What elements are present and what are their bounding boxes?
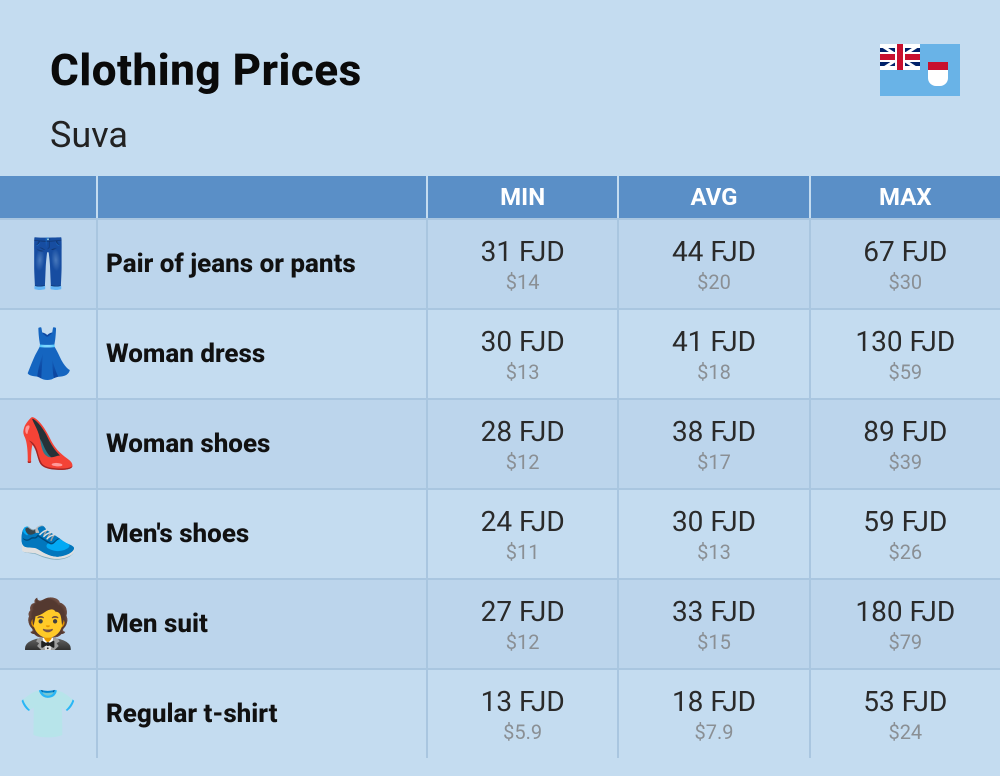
price-fjd: 53 FJD bbox=[863, 685, 947, 718]
jeans-icon: 👖 bbox=[18, 240, 78, 288]
row-label: Men suit bbox=[98, 580, 428, 668]
row-icon-cell: 👕 bbox=[0, 670, 98, 758]
price-fjd: 44 FJD bbox=[672, 235, 756, 268]
price-cell-max: 67 FJD$30 bbox=[811, 220, 1000, 308]
price-cell-min: 31 FJD$14 bbox=[428, 220, 619, 308]
price-usd: $18 bbox=[672, 360, 756, 384]
price-fjd: 38 FJD bbox=[672, 415, 756, 448]
table-row: 👖Pair of jeans or pants31 FJD$1444 FJD$2… bbox=[0, 218, 1000, 308]
row-icon-cell: 🤵 bbox=[0, 580, 98, 668]
price-fjd: 33 FJD bbox=[672, 595, 756, 628]
price-fjd: 67 FJD bbox=[863, 235, 947, 268]
col-header-min: MIN bbox=[428, 176, 619, 218]
price-cell-min: 30 FJD$13 bbox=[428, 310, 619, 398]
price-cell-avg: 33 FJD$15 bbox=[619, 580, 810, 668]
price-fjd: 130 FJD bbox=[855, 325, 955, 358]
heel-icon: 👠 bbox=[18, 420, 78, 468]
price-cell-avg: 38 FJD$17 bbox=[619, 400, 810, 488]
tshirt-icon: 👕 bbox=[18, 690, 78, 738]
price-usd: $79 bbox=[855, 630, 955, 654]
col-header-item bbox=[98, 176, 428, 218]
price-usd: $24 bbox=[863, 720, 947, 744]
price-fjd: 41 FJD bbox=[672, 325, 756, 358]
dress-icon: 👗 bbox=[18, 330, 78, 378]
price-usd: $14 bbox=[481, 270, 565, 294]
row-icon-cell: 👟 bbox=[0, 490, 98, 578]
header: Clothing Prices Suva bbox=[0, 0, 1000, 176]
price-cell-avg: 30 FJD$13 bbox=[619, 490, 810, 578]
table-body: 👖Pair of jeans or pants31 FJD$1444 FJD$2… bbox=[0, 218, 1000, 758]
price-usd: $59 bbox=[855, 360, 955, 384]
price-fjd: 30 FJD bbox=[481, 325, 565, 358]
price-cell-min: 24 FJD$11 bbox=[428, 490, 619, 578]
price-usd: $26 bbox=[863, 540, 947, 564]
price-fjd: 89 FJD bbox=[863, 415, 947, 448]
price-fjd: 27 FJD bbox=[481, 595, 565, 628]
sneaker-icon: 👟 bbox=[18, 510, 78, 558]
price-usd: $13 bbox=[481, 360, 565, 384]
price-fjd: 24 FJD bbox=[481, 505, 565, 538]
table-row: 👟Men's shoes24 FJD$1130 FJD$1359 FJD$26 bbox=[0, 488, 1000, 578]
row-label: Men's shoes bbox=[98, 490, 428, 578]
price-cell-min: 13 FJD$5.9 bbox=[428, 670, 619, 758]
price-fjd: 13 FJD bbox=[481, 685, 565, 718]
fiji-flag-icon bbox=[880, 44, 960, 96]
price-cell-avg: 41 FJD$18 bbox=[619, 310, 810, 398]
price-usd: $17 bbox=[672, 450, 756, 474]
price-cell-max: 59 FJD$26 bbox=[811, 490, 1000, 578]
price-usd: $7.9 bbox=[672, 720, 756, 744]
price-usd: $11 bbox=[481, 540, 565, 564]
col-header-icon bbox=[0, 176, 98, 218]
price-usd: $39 bbox=[863, 450, 947, 474]
price-usd: $12 bbox=[481, 450, 565, 474]
price-fjd: 28 FJD bbox=[481, 415, 565, 448]
row-icon-cell: 👖 bbox=[0, 220, 98, 308]
page-subtitle: Suva bbox=[50, 114, 950, 156]
page-title: Clothing Prices bbox=[50, 44, 950, 96]
price-usd: $15 bbox=[672, 630, 756, 654]
row-icon-cell: 👠 bbox=[0, 400, 98, 488]
row-label: Regular t-shirt bbox=[98, 670, 428, 758]
price-cell-max: 130 FJD$59 bbox=[811, 310, 1000, 398]
suit-icon: 🤵 bbox=[18, 600, 78, 648]
price-usd: $20 bbox=[672, 270, 756, 294]
row-label: Woman dress bbox=[98, 310, 428, 398]
row-label: Pair of jeans or pants bbox=[98, 220, 428, 308]
row-icon-cell: 👗 bbox=[0, 310, 98, 398]
price-usd: $12 bbox=[481, 630, 565, 654]
price-usd: $5.9 bbox=[481, 720, 565, 744]
price-usd: $30 bbox=[863, 270, 947, 294]
table-row: 👕Regular t-shirt13 FJD$5.918 FJD$7.953 F… bbox=[0, 668, 1000, 758]
price-fjd: 18 FJD bbox=[672, 685, 756, 718]
price-usd: $13 bbox=[672, 540, 756, 564]
row-label: Woman shoes bbox=[98, 400, 428, 488]
price-fjd: 180 FJD bbox=[855, 595, 955, 628]
col-header-avg: AVG bbox=[619, 176, 810, 218]
price-fjd: 59 FJD bbox=[863, 505, 947, 538]
price-fjd: 31 FJD bbox=[481, 235, 565, 268]
col-header-max: MAX bbox=[811, 176, 1000, 218]
price-cell-max: 89 FJD$39 bbox=[811, 400, 1000, 488]
table-row: 👠Woman shoes28 FJD$1238 FJD$1789 FJD$39 bbox=[0, 398, 1000, 488]
table-row: 🤵Men suit27 FJD$1233 FJD$15180 FJD$79 bbox=[0, 578, 1000, 668]
price-cell-max: 180 FJD$79 bbox=[811, 580, 1000, 668]
table-row: 👗Woman dress30 FJD$1341 FJD$18130 FJD$59 bbox=[0, 308, 1000, 398]
price-cell-min: 28 FJD$12 bbox=[428, 400, 619, 488]
prices-table: MIN AVG MAX 👖Pair of jeans or pants31 FJ… bbox=[0, 176, 1000, 758]
price-cell-avg: 18 FJD$7.9 bbox=[619, 670, 810, 758]
table-header-row: MIN AVG MAX bbox=[0, 176, 1000, 218]
price-cell-avg: 44 FJD$20 bbox=[619, 220, 810, 308]
price-fjd: 30 FJD bbox=[672, 505, 756, 538]
price-cell-min: 27 FJD$12 bbox=[428, 580, 619, 668]
price-cell-max: 53 FJD$24 bbox=[811, 670, 1000, 758]
